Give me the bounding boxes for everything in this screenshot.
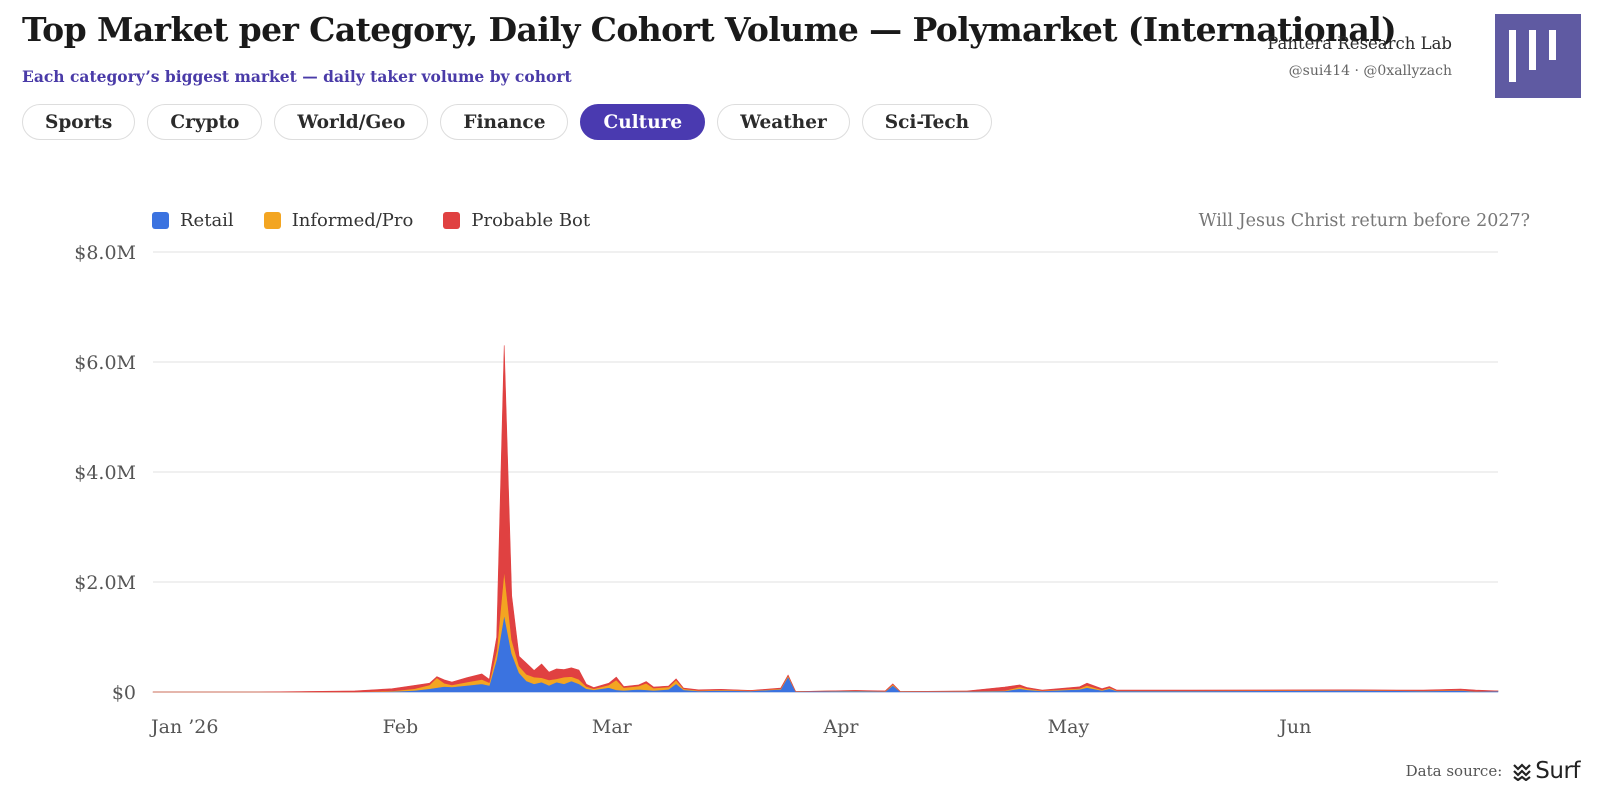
tab-crypto[interactable]: Crypto xyxy=(147,104,263,140)
tab-finance[interactable]: Finance xyxy=(440,104,569,140)
legend-item-bot[interactable]: Probable Bot xyxy=(443,210,590,231)
pantera-logo-icon xyxy=(1495,14,1581,98)
y-tick-label: $0 xyxy=(112,682,136,704)
y-tick-label: $4.0M xyxy=(74,462,136,484)
legend-label-informed: Informed/Pro xyxy=(291,210,414,231)
legend-item-retail[interactable]: Retail xyxy=(152,210,234,231)
tab-sci-tech[interactable]: Sci-Tech xyxy=(861,104,993,140)
chart-legend: Retail Informed/Pro Probable Bot xyxy=(152,210,590,231)
tab-world-geo[interactable]: World/Geo xyxy=(274,104,429,140)
legend-swatch-retail xyxy=(152,212,169,229)
chart-title: Will Jesus Christ return before 2027? xyxy=(1198,211,1530,231)
x-tick-label: Mar xyxy=(592,716,633,738)
brand-handles: @sui414 · @0xallyzach xyxy=(1288,63,1452,79)
brand-block: Pantera Research Lab @sui414 · @0xallyza… xyxy=(1267,34,1452,79)
y-tick-label: $6.0M xyxy=(74,352,136,374)
gridlines xyxy=(153,251,1498,693)
x-tick-label: Jun xyxy=(1277,716,1311,738)
data-source-label: Data source: xyxy=(1405,762,1503,780)
data-source: Data source: Surf xyxy=(1405,758,1581,784)
x-tick-label: Feb xyxy=(383,716,419,738)
x-tick-label: May xyxy=(1048,716,1090,738)
category-tabs: Sports Crypto World/Geo Finance Culture … xyxy=(22,104,993,140)
y-tick-label: $8.0M xyxy=(74,242,136,264)
x-tick-label: Apr xyxy=(823,716,860,738)
series-area-informed-pro xyxy=(152,570,1499,693)
tab-culture[interactable]: Culture xyxy=(580,104,706,140)
legend-label-bot: Probable Bot xyxy=(471,210,591,231)
series-area-probable-bot xyxy=(152,345,1499,693)
stacked-areas xyxy=(152,345,1499,693)
legend-swatch-informed xyxy=(263,212,281,229)
legend-swatch-bot xyxy=(443,212,461,229)
page-subtitle: Each category’s biggest market — daily t… xyxy=(22,67,572,86)
y-axis-labels: $0 $2.0M $4.0M $6.0M $8.0M xyxy=(74,242,136,704)
legend-label-retail: Retail xyxy=(180,210,234,231)
legend-item-informed[interactable]: Informed/Pro xyxy=(263,210,414,231)
series-area-retail xyxy=(152,614,1499,693)
page-title: Top Market per Category, Daily Cohort Vo… xyxy=(22,10,1397,49)
brand-name: Pantera Research Lab xyxy=(1267,34,1452,53)
data-source-name: Surf xyxy=(1535,758,1580,784)
y-tick-label: $2.0M xyxy=(74,572,136,594)
tab-weather[interactable]: Weather xyxy=(717,104,850,140)
x-tick-label: Jan ’26 xyxy=(149,716,218,738)
x-axis-labels: Jan ’26 Feb Mar Apr May Jun xyxy=(149,716,1311,738)
surf-logo-icon[interactable]: Surf xyxy=(1512,758,1580,784)
tab-sports[interactable]: Sports xyxy=(22,104,136,140)
